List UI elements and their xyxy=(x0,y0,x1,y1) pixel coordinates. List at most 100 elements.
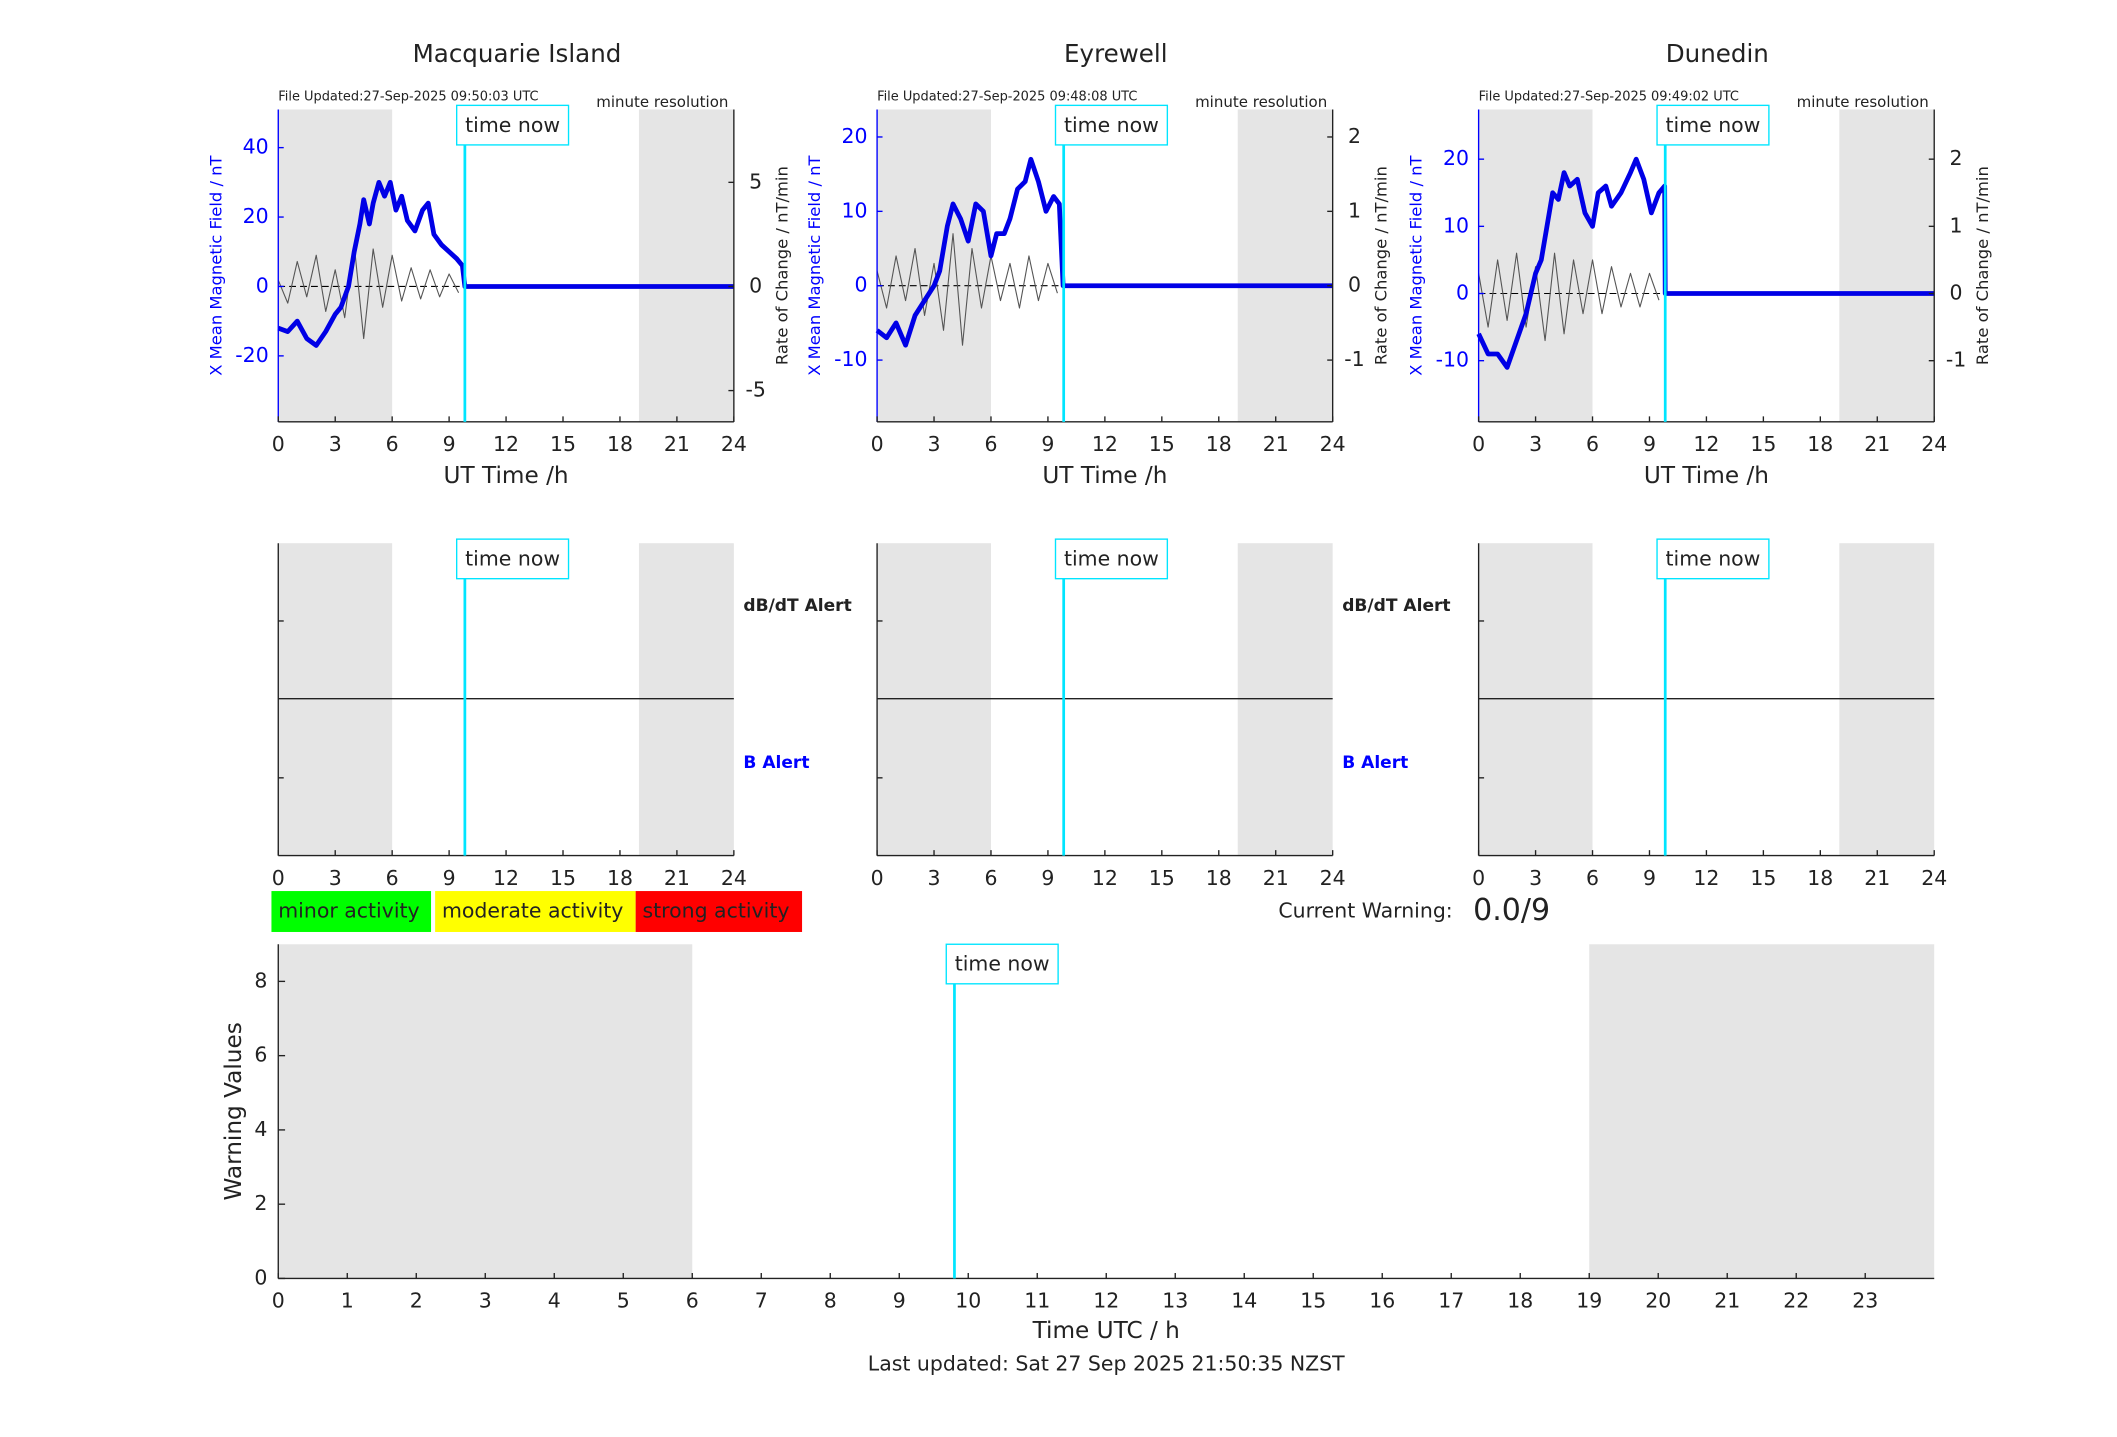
legend-label: minor activity xyxy=(278,899,419,923)
current-warning-value: 0.0/9 xyxy=(1473,893,1550,928)
x-tick-label: 19 xyxy=(1576,1289,1602,1313)
x-tick-label: 16 xyxy=(1369,1289,1395,1313)
data-line xyxy=(1476,156,1935,370)
resolution-note: minute resolution xyxy=(596,93,728,111)
time-now-label: time now xyxy=(1064,547,1159,571)
y-axis-label: X Mean Magnetic Field / nT xyxy=(805,154,824,375)
current-warning-label: Current Warning: xyxy=(1278,899,1452,923)
x-tick-label: 18 xyxy=(1206,866,1232,890)
y-tick-label: 0 xyxy=(1456,281,1469,305)
x-tick-label: 12 xyxy=(1092,432,1118,456)
x-tick-label: 18 xyxy=(607,432,633,456)
x-tick-label: 11 xyxy=(1024,1289,1050,1313)
y-tick-label: 2 xyxy=(254,1191,267,1215)
x-tick-label: 15 xyxy=(550,432,576,456)
x-tick-label: 21 xyxy=(1714,1289,1740,1313)
x-axis-label: UT Time /h xyxy=(1042,462,1167,489)
x-tick-label: 21 xyxy=(664,866,690,890)
x-tick-label: 3 xyxy=(479,1289,492,1313)
x-tick-label: 0 xyxy=(272,866,285,890)
y-tick-label: -10 xyxy=(834,347,867,371)
x-tick-label: 18 xyxy=(1206,432,1232,456)
x-tick-label: 13 xyxy=(1162,1289,1188,1313)
time-now-label: time now xyxy=(465,547,560,571)
data-line xyxy=(876,233,1058,346)
x-tick-label: 15 xyxy=(1750,432,1776,456)
y-tick-label: 0 xyxy=(254,1265,267,1289)
x-tick-label: 3 xyxy=(1529,432,1542,456)
x-tick-label: 9 xyxy=(1041,432,1054,456)
time-now-box xyxy=(1054,104,1169,146)
x-tick-label: 12 xyxy=(493,866,519,890)
panel-title: Dunedin xyxy=(1666,39,1769,68)
x-tick-label: 18 xyxy=(1807,432,1833,456)
x-tick-label: 6 xyxy=(984,432,997,456)
time-now-label: time now xyxy=(1064,113,1159,137)
legend-swatch xyxy=(635,891,803,932)
x-tick-label: 4 xyxy=(548,1289,561,1313)
x-tick-label: 0 xyxy=(272,1289,285,1313)
y2-tick-label: -1 xyxy=(1946,348,1966,372)
x-tick-label: 8 xyxy=(824,1289,837,1313)
night-shade xyxy=(1237,109,1333,422)
resolution-note: minute resolution xyxy=(1797,93,1929,111)
x-tick-label: 24 xyxy=(721,432,747,456)
db-alert-label: dB/dT Alert xyxy=(1342,596,1450,616)
y2-axis-label: Rate of Change / nT/min xyxy=(1371,166,1390,365)
y-tick-label: 20 xyxy=(842,124,868,148)
x-tick-label: 17 xyxy=(1438,1289,1464,1313)
data-line xyxy=(1478,252,1660,342)
y-tick-label: 4 xyxy=(254,1117,267,1141)
legend-label: strong activity xyxy=(642,899,789,923)
x-tick-label: 12 xyxy=(1092,866,1118,890)
data-line xyxy=(277,244,460,340)
x-tick-label: 3 xyxy=(329,432,342,456)
x-tick-label: 15 xyxy=(1750,866,1776,890)
x-tick-label: 12 xyxy=(493,432,519,456)
y2-tick-label: 1 xyxy=(1950,213,1963,237)
x-tick-label: 24 xyxy=(1921,866,1947,890)
y2-tick-label: 1 xyxy=(1348,198,1361,222)
x-tick-label: 12 xyxy=(1093,1289,1119,1313)
night-shade xyxy=(638,109,734,422)
y2-tick-label: 0 xyxy=(1348,273,1361,297)
y2-tick-label: 5 xyxy=(749,169,762,193)
x-tick-label: 9 xyxy=(443,866,456,890)
x-tick-label: 24 xyxy=(1320,432,1346,456)
y-tick-label: 10 xyxy=(842,198,868,222)
time-now-box xyxy=(456,538,570,580)
x-tick-label: 21 xyxy=(664,432,690,456)
legend-label: moderate activity xyxy=(442,899,623,923)
night-shade xyxy=(278,944,693,1279)
night-shade xyxy=(1839,109,1935,422)
data-line xyxy=(875,156,1333,348)
y2-tick-label: 0 xyxy=(749,273,762,297)
x-tick-label: 18 xyxy=(1807,866,1833,890)
y2-tick-label: 2 xyxy=(1950,146,1963,170)
panel-title: Macquarie Island xyxy=(413,39,622,68)
x-tick-label: 0 xyxy=(871,866,884,890)
x-tick-label: 2 xyxy=(410,1289,423,1313)
x-tick-label: 21 xyxy=(1864,866,1890,890)
x-tick-label: 7 xyxy=(755,1289,768,1313)
x-axis-label: UT Time /h xyxy=(1644,462,1769,489)
y-axis-label: Warning Values xyxy=(220,1022,247,1200)
y-tick-label: -20 xyxy=(235,343,268,367)
b-alert-label: B Alert xyxy=(1342,753,1408,773)
x-tick-label: 0 xyxy=(272,432,285,456)
x-tick-label: 9 xyxy=(443,432,456,456)
x-tick-label: 9 xyxy=(1643,866,1656,890)
footer: Last updated: Sat 27 Sep 2025 21:50:35 N… xyxy=(868,1351,1345,1375)
x-tick-label: 12 xyxy=(1693,432,1719,456)
db-alert-label: dB/dT Alert xyxy=(743,596,851,616)
y-tick-label: 0 xyxy=(855,273,868,297)
file-updated: File Updated:27-Sep-2025 09:48:08 UTC xyxy=(877,90,1137,105)
y2-tick-label: -1 xyxy=(1344,347,1364,371)
data-line xyxy=(277,179,734,348)
time-now-label: time now xyxy=(465,113,560,137)
x-tick-label: 6 xyxy=(386,866,399,890)
night-shade xyxy=(1589,944,1935,1279)
x-tick-label: 21 xyxy=(1263,866,1289,890)
time-now-label: time now xyxy=(955,952,1050,976)
